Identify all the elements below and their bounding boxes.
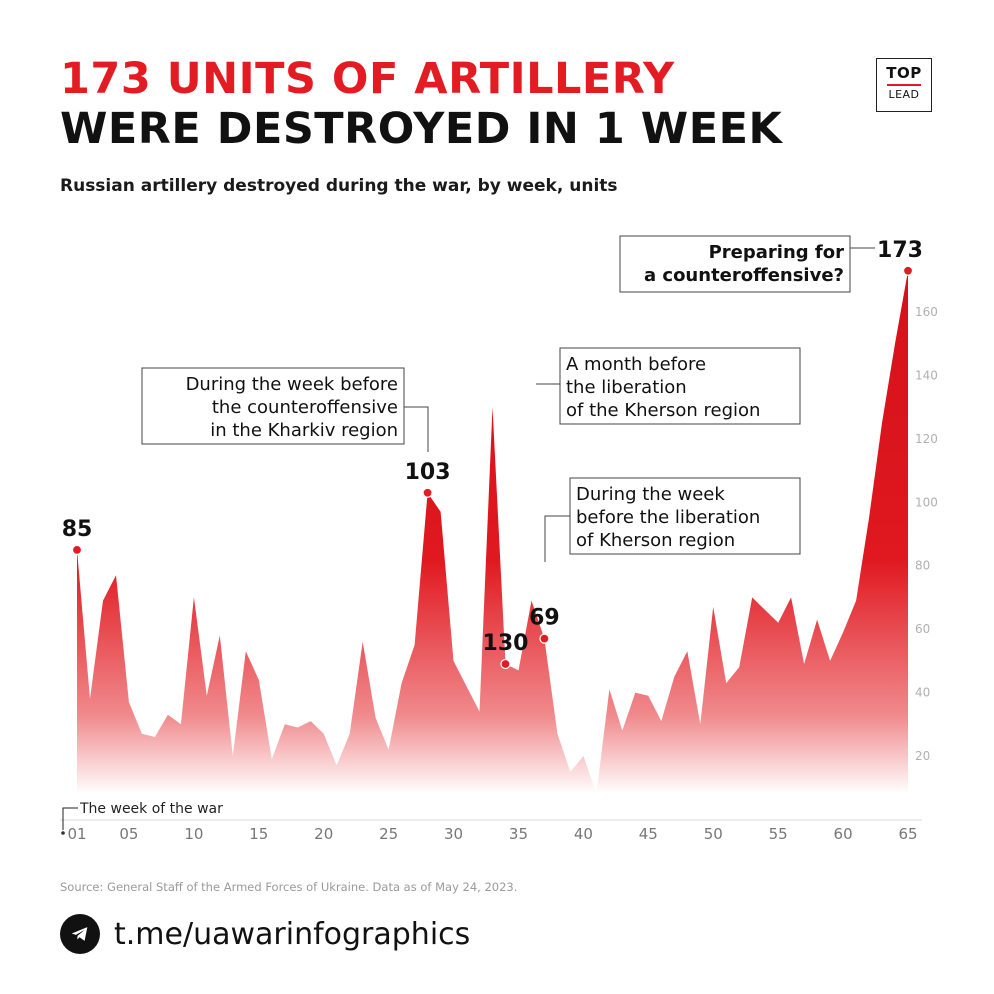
x-tick-label: 10 <box>184 825 203 843</box>
y-tick-label: 80 <box>915 559 930 573</box>
telegram-link[interactable]: t.me/uawarinfographics <box>60 912 470 956</box>
annotation-text: in the Kharkiv region <box>210 420 398 441</box>
x-tick-label: 55 <box>769 825 788 843</box>
x-axis-caption-bracket <box>62 807 78 830</box>
annotation-text: of Kherson region <box>576 530 735 551</box>
top-lead-logo: TOP LEAD <box>876 58 932 112</box>
data-point-marker <box>539 633 550 644</box>
annotation-text: A month before <box>566 354 706 375</box>
annotation-box <box>619 235 851 293</box>
x-tick-label: 20 <box>314 825 333 843</box>
y-tick-label: 20 <box>915 749 930 763</box>
annotation-text: the counteroffensive <box>212 397 398 418</box>
x-tick-label: 50 <box>704 825 723 843</box>
y-tick-label: 140 <box>915 368 938 382</box>
title-line-2: WERE DESTROYED IN 1 WEEK <box>60 104 783 154</box>
data-point-marker <box>422 487 433 498</box>
annotation-box <box>569 477 801 555</box>
data-label: 103 <box>405 460 451 485</box>
x-tick-label: 30 <box>444 825 463 843</box>
y-tick-label: 60 <box>915 622 930 636</box>
logo-text-lead: LEAD <box>888 88 920 101</box>
x-tick-label: 35 <box>509 825 528 843</box>
data-label: 130 <box>483 631 529 656</box>
x-tick-label: 60 <box>834 825 853 843</box>
x-tick-label: 25 <box>379 825 398 843</box>
annotation-text: a counteroffensive? <box>644 265 844 286</box>
annotation-text: During the week before <box>186 374 398 395</box>
area-series <box>77 270 908 795</box>
y-tick-label: 40 <box>915 686 930 700</box>
annotation-text: Preparing for <box>709 242 845 263</box>
x-tick-label: 65 <box>898 825 917 843</box>
annotation-leader-line <box>544 515 570 562</box>
title-line-1: 173 UNITS OF ARTILLERY <box>60 54 675 104</box>
source-note: Source: General Staff of the Armed Force… <box>60 880 518 894</box>
y-tick-label: 120 <box>915 432 938 446</box>
data-label: 173 <box>877 238 923 263</box>
annotation-box <box>559 347 801 425</box>
x-tick-label: 05 <box>119 825 138 843</box>
x-tick-label: 45 <box>639 825 658 843</box>
x-tick-label: 40 <box>574 825 593 843</box>
annotation-text: During the week <box>576 484 725 505</box>
annotation-text: the liberation <box>566 377 687 398</box>
data-label: 69 <box>529 606 560 631</box>
y-tick-label: 160 <box>915 305 938 319</box>
annotation-box <box>141 367 405 445</box>
x-tick-label: 01 <box>67 825 86 843</box>
logo-text-top: TOP <box>886 64 922 82</box>
chart-subtitle: Russian artillery destroyed during the w… <box>60 176 618 196</box>
x-axis-caption: The week of the war <box>79 801 223 817</box>
telegram-icon <box>60 914 100 954</box>
annotation-text: of the Kherson region <box>566 400 760 421</box>
data-point-marker <box>71 544 83 555</box>
telegram-link-text[interactable]: t.me/uawarinfographics <box>114 916 471 952</box>
annotation-text: before the liberation <box>576 507 760 528</box>
data-label: 85 <box>62 517 93 542</box>
x-axis-origin-dot <box>61 831 65 835</box>
x-tick-label: 15 <box>249 825 268 843</box>
annotation-leader-line <box>404 406 429 452</box>
data-point-marker <box>500 658 511 670</box>
logo-underline <box>887 84 921 86</box>
data-point-marker <box>902 265 914 276</box>
y-tick-label: 100 <box>915 495 938 509</box>
